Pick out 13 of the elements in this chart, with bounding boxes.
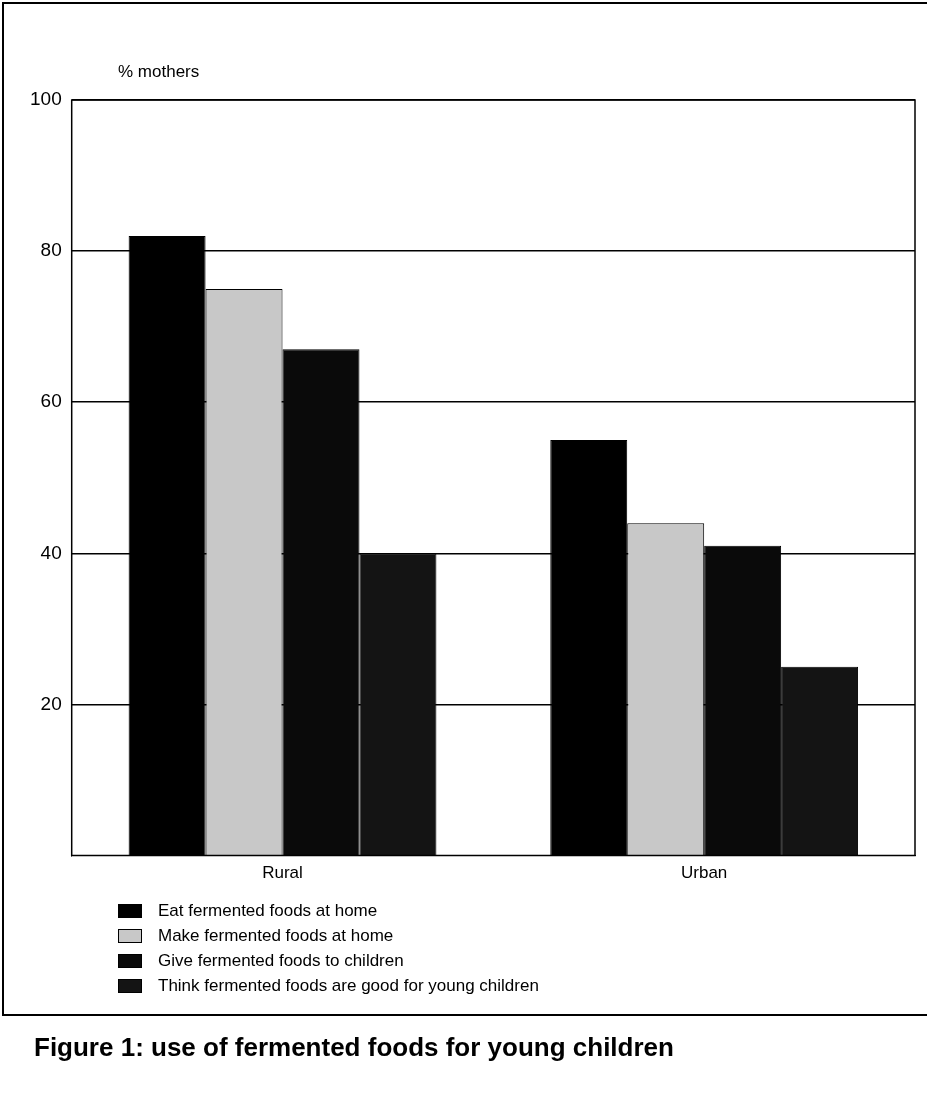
legend-label: Make fermented foods at home xyxy=(158,925,394,946)
y-tick-label: 60 xyxy=(40,390,62,412)
y-tick-label: 40 xyxy=(40,541,62,563)
y-axis-title: % mothers xyxy=(118,62,200,82)
legend-label: Eat fermented foods at home xyxy=(158,900,378,921)
y-tick-label: 80 xyxy=(40,239,62,261)
y-tick-label: 100 xyxy=(30,88,62,110)
legend-label: Give fermented foods to children xyxy=(158,950,404,971)
y-tick-label: 20 xyxy=(40,692,62,714)
text: Figure 1: use of fermented foods for young children xyxy=(34,1032,674,1063)
legend-label: Think fermented foods are good for young children xyxy=(158,975,539,996)
x-tick-label: Rural xyxy=(262,863,303,883)
x-tick-label: Urban xyxy=(681,863,728,883)
